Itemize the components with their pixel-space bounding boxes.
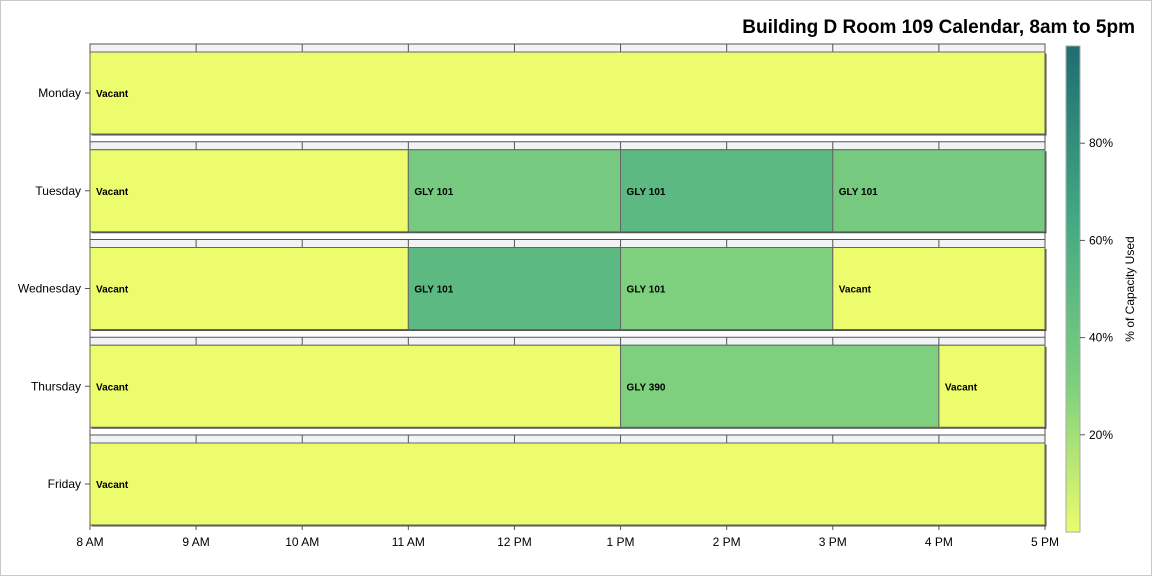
strip-background bbox=[89, 43, 1046, 53]
segment-bar bbox=[832, 149, 1046, 233]
schedule-segment: GLY 101 bbox=[407, 149, 623, 234]
segment-label: GLY 101 bbox=[414, 187, 453, 198]
schedule-segment: Vacant bbox=[89, 149, 410, 234]
colorbar-tick-label: 20% bbox=[1089, 428, 1113, 442]
colorbar-ticks: 20% 40% 60% 80% bbox=[1080, 136, 1113, 442]
segment-bar bbox=[938, 344, 1046, 428]
x-tick-label: 5 PM bbox=[1031, 535, 1059, 549]
segment-label: Vacant bbox=[96, 285, 129, 296]
x-tick-label: 3 PM bbox=[819, 535, 847, 549]
segment-label: GLY 101 bbox=[627, 187, 666, 198]
segment-bar bbox=[89, 51, 1046, 135]
segment-label: GLY 390 bbox=[627, 382, 666, 393]
chart-title: Building D Room 109 Calendar, 8am to 5pm bbox=[742, 17, 1135, 38]
segment-bar bbox=[89, 247, 409, 330]
schedule-segment: Vacant bbox=[89, 51, 1047, 136]
segment-bar bbox=[832, 247, 1046, 330]
plot-area: Vacant Vacant GLY 101 GLY 101 GLY 101 Vacant G… bbox=[89, 43, 1047, 527]
x-tick-label: 4 PM bbox=[925, 535, 953, 549]
y-tick-label: Thursday bbox=[31, 379, 81, 393]
y-tick-label: Wednesday bbox=[18, 282, 81, 296]
segment-label: Vacant bbox=[839, 285, 872, 296]
y-tick-label: Monday bbox=[38, 86, 81, 100]
x-tick-label: 9 AM bbox=[182, 535, 209, 549]
colorbar-title: % of Capacity Used bbox=[1123, 236, 1137, 341]
y-axis: Monday Tuesday Wednesday Thursday Friday bbox=[18, 86, 90, 491]
x-tick-label: 12 PM bbox=[497, 535, 532, 549]
segment-label: GLY 101 bbox=[627, 285, 666, 296]
schedule-segment: GLY 101 bbox=[620, 149, 835, 234]
strip-background bbox=[89, 434, 1046, 444]
x-tick-label: 1 PM bbox=[607, 535, 635, 549]
segment-bar bbox=[89, 344, 622, 428]
row-header-strip bbox=[89, 43, 1046, 53]
segment-bar bbox=[89, 149, 409, 233]
schedule-segment: Vacant bbox=[938, 344, 1047, 429]
schedule-segment: Vacant bbox=[89, 247, 410, 331]
segment-bar bbox=[89, 442, 1046, 526]
segment-bar bbox=[407, 247, 622, 330]
row-header-strip bbox=[89, 336, 1046, 346]
colorbar-tick-label: 60% bbox=[1089, 233, 1113, 247]
segment-label: Vacant bbox=[96, 480, 129, 491]
x-tick-label: 11 AM bbox=[392, 535, 425, 549]
segment-bar bbox=[407, 149, 622, 233]
schedule-segment: Vacant bbox=[89, 344, 623, 429]
x-axis: 8 AM 9 AM 10 AM 11 AM 12 PM 1 PM 2 PM 3 PM 4 PM 5… bbox=[76, 525, 1059, 549]
segment-label: Vacant bbox=[96, 187, 129, 198]
x-tick-label: 8 AM bbox=[76, 535, 103, 549]
row-header-strip bbox=[89, 141, 1046, 151]
colorbar-tick-label: 80% bbox=[1089, 136, 1113, 150]
schedule-segment: GLY 101 bbox=[620, 247, 835, 331]
y-tick-label: Tuesday bbox=[35, 184, 81, 198]
segment-label: Vacant bbox=[945, 382, 978, 393]
colorbar-legend: 20% 40% 60% 80% % of Capacity Used bbox=[1065, 45, 1137, 533]
schedule-segment: GLY 101 bbox=[407, 247, 623, 331]
segment-bar bbox=[620, 247, 834, 330]
segment-label: Vacant bbox=[96, 382, 129, 393]
segment-bar bbox=[620, 149, 834, 233]
segment-label: GLY 101 bbox=[414, 285, 453, 296]
row-header-strip bbox=[89, 239, 1046, 248]
x-tick-label: 2 PM bbox=[713, 535, 741, 549]
schedule-segment: GLY 101 bbox=[832, 149, 1047, 234]
y-tick-label: Friday bbox=[48, 477, 81, 491]
schedule-segment: Vacant bbox=[89, 442, 1047, 527]
x-tick-label: 10 AM bbox=[285, 535, 319, 549]
strip-background bbox=[89, 336, 1046, 346]
segment-bar bbox=[620, 344, 940, 428]
schedule-segment: Vacant bbox=[832, 247, 1047, 331]
colorbar-tick-label: 40% bbox=[1089, 331, 1113, 345]
segment-label: Vacant bbox=[96, 89, 129, 100]
schedule-segment: GLY 390 bbox=[620, 344, 941, 429]
segment-label: GLY 101 bbox=[839, 187, 878, 198]
colorbar-gradient bbox=[1065, 45, 1081, 533]
row-header-strip bbox=[89, 434, 1046, 444]
strip-background bbox=[89, 239, 1046, 248]
strip-background bbox=[89, 141, 1046, 151]
